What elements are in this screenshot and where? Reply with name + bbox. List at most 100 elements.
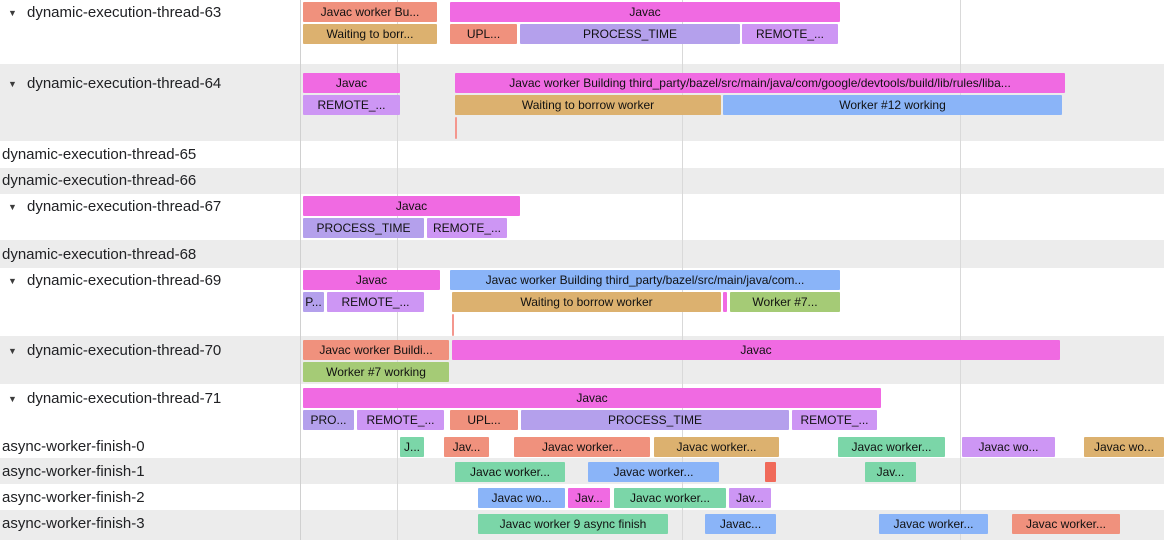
track-row: async-worker-finish-2 Javac wo... Jav... Ja…	[0, 484, 1164, 510]
timeline-slice[interactable]: Waiting to borrow worker	[452, 292, 721, 312]
track-lane: Javac worker Buildi... Javac Worker #7 wor…	[300, 336, 1164, 384]
collapse-triangle-icon[interactable]: ▼	[8, 346, 17, 356]
track-lane	[300, 168, 1164, 194]
timeline-slice[interactable]: REMOTE_...	[303, 95, 400, 115]
timeline-slice[interactable]: Javac worker 9 async finish	[478, 514, 668, 534]
timeline-slice[interactable]: Javac	[303, 388, 881, 408]
timeline-slice[interactable]: J...	[400, 437, 424, 457]
track-header[interactable]: async-worker-finish-3	[0, 510, 300, 540]
gridline	[960, 0, 961, 540]
track-row: ▼ dynamic-execution-thread-63 Javac worker…	[0, 0, 1164, 64]
collapse-triangle-icon[interactable]: ▼	[8, 8, 17, 18]
track-header[interactable]: dynamic-execution-thread-68	[0, 240, 300, 268]
track-row: ▼ dynamic-execution-thread-64 Javac Javac w…	[0, 64, 1164, 141]
timeline-slice[interactable]	[723, 292, 727, 312]
track-lane	[300, 240, 1164, 268]
timeline-slice[interactable]: Javac worker Buildi...	[303, 340, 449, 360]
track-lane: Javac PRO... REMOTE_... UPL... PROCESS_TIME R…	[300, 384, 1164, 432]
timeline-slice[interactable]: UPL...	[450, 410, 518, 430]
track-lane: Javac PROCESS_TIME REMOTE_...	[300, 194, 1164, 240]
track-row: dynamic-execution-thread-65	[0, 141, 1164, 168]
track-label: dynamic-execution-thread-68	[2, 246, 196, 263]
timeline-slice[interactable]: Jav...	[444, 437, 489, 457]
timeline-slice[interactable]: Javac worker...	[879, 514, 988, 534]
timeline-slice[interactable]: Javac worker...	[455, 462, 565, 482]
track-header[interactable]: ▼ dynamic-execution-thread-70	[0, 336, 300, 384]
timeline-slice[interactable]: REMOTE_...	[742, 24, 838, 44]
timeline-slice[interactable]: Jav...	[568, 488, 610, 508]
collapse-triangle-icon[interactable]: ▼	[8, 202, 17, 212]
collapse-triangle-icon[interactable]: ▼	[8, 79, 17, 89]
timeline-slice[interactable]	[765, 462, 776, 482]
track-label: ▼ dynamic-execution-thread-70	[8, 342, 221, 360]
timeline-slice[interactable]: Javac worker Building third_party/bazel/…	[450, 270, 840, 290]
track-header[interactable]: async-worker-finish-0	[0, 432, 300, 458]
track-label: dynamic-execution-thread-65	[2, 146, 196, 163]
timeline-slice[interactable]: Worker #7 working	[303, 362, 449, 382]
timeline-slice[interactable]: Javac	[450, 2, 840, 22]
timeline-slice[interactable]: UPL...	[450, 24, 517, 44]
track-name: async-worker-finish-2	[2, 489, 145, 506]
timeline-slice[interactable]: Javac wo...	[1084, 437, 1164, 457]
track-row: async-worker-finish-3 Javac worker 9 asyn…	[0, 510, 1164, 540]
timeline-slice[interactable]: Javac worker Building third_party/bazel/…	[455, 73, 1065, 93]
timeline-slice[interactable]: Javac	[452, 340, 1060, 360]
timeline-slice[interactable]: Worker #12 working	[723, 95, 1062, 115]
collapse-triangle-icon[interactable]: ▼	[8, 276, 17, 286]
timeline-slice[interactable]: Javac wo...	[962, 437, 1055, 457]
track-name: async-worker-finish-3	[2, 515, 145, 532]
track-header[interactable]: ▼ dynamic-execution-thread-64	[0, 64, 300, 141]
timeline-slice[interactable]: PROCESS_TIME	[521, 410, 789, 430]
timeline-slice[interactable]: Jav...	[729, 488, 771, 508]
timeline-slice[interactable]: Javac wo...	[478, 488, 565, 508]
collapse-triangle-icon[interactable]: ▼	[8, 394, 17, 404]
track-name: dynamic-execution-thread-67	[27, 198, 222, 215]
timeline-slice[interactable]: Javac worker...	[838, 437, 945, 457]
track-label: async-worker-finish-0	[2, 438, 145, 455]
track-name: dynamic-execution-thread-69	[27, 272, 222, 289]
track-lane	[300, 141, 1164, 168]
track-lane: Javac Javac worker Building third_party/b…	[300, 64, 1164, 141]
track-row: dynamic-execution-thread-66	[0, 168, 1164, 194]
track-label: ▼ dynamic-execution-thread-64	[8, 75, 221, 93]
track-label: async-worker-finish-2	[2, 489, 145, 506]
timeline-slice[interactable]: Waiting to borrow worker	[455, 95, 721, 115]
timeline-slice[interactable]: PRO...	[303, 410, 354, 430]
track-header[interactable]: dynamic-execution-thread-65	[0, 141, 300, 168]
timeline-slice[interactable]: PROCESS_TIME	[520, 24, 740, 44]
timeline-slice[interactable]: Javac worker...	[614, 488, 726, 508]
track-header[interactable]: async-worker-finish-1	[0, 458, 300, 484]
timeline-slice[interactable]: Javac	[303, 270, 440, 290]
timeline-slice[interactable]: Jav...	[865, 462, 916, 482]
timeline-slice[interactable]: P...	[303, 292, 324, 312]
timeline-slice[interactable]: Worker #7...	[730, 292, 840, 312]
track-label: async-worker-finish-3	[2, 515, 145, 532]
timeline-slice[interactable]: PROCESS_TIME	[303, 218, 424, 238]
timeline-slice[interactable]: REMOTE_...	[427, 218, 507, 238]
track-header[interactable]: ▼ dynamic-execution-thread-67	[0, 194, 300, 240]
track-lane: J... Jav... Javac worker... Javac worker...…	[300, 432, 1164, 458]
track-name: dynamic-execution-thread-66	[2, 172, 197, 189]
timeline-slice[interactable]: Javac worker...	[654, 437, 779, 457]
track-header[interactable]: ▼ dynamic-execution-thread-69	[0, 268, 300, 336]
timeline-slice[interactable]: Javac worker...	[514, 437, 650, 457]
track-header[interactable]: ▼ dynamic-execution-thread-63	[0, 0, 300, 64]
timeline-slice[interactable]: Javac	[303, 73, 400, 93]
timeline-slice[interactable]: REMOTE_...	[327, 292, 424, 312]
timeline-slice[interactable]: REMOTE_...	[357, 410, 444, 430]
timeline-slice[interactable]: REMOTE_...	[792, 410, 877, 430]
timeline-slice[interactable]: Javac...	[705, 514, 776, 534]
timeline-slice[interactable]: Javac worker...	[1012, 514, 1120, 534]
track-label: ▼ dynamic-execution-thread-69	[8, 272, 221, 290]
track-label: ▼ dynamic-execution-thread-63	[8, 4, 221, 22]
track-name: dynamic-execution-thread-68	[2, 246, 197, 263]
timeline-slice[interactable]: Javac	[303, 196, 520, 216]
track-header[interactable]: async-worker-finish-2	[0, 484, 300, 510]
timeline-slice[interactable]: Waiting to borr...	[303, 24, 437, 44]
timeline-slice[interactable]: Javac worker...	[588, 462, 719, 482]
track-label: ▼ dynamic-execution-thread-71	[8, 390, 221, 408]
track-header[interactable]: dynamic-execution-thread-66	[0, 168, 300, 194]
track-row: ▼ dynamic-execution-thread-71 Javac PRO... R…	[0, 384, 1164, 432]
timeline-slice[interactable]: Javac worker Bu...	[303, 2, 437, 22]
track-header[interactable]: ▼ dynamic-execution-thread-71	[0, 384, 300, 432]
